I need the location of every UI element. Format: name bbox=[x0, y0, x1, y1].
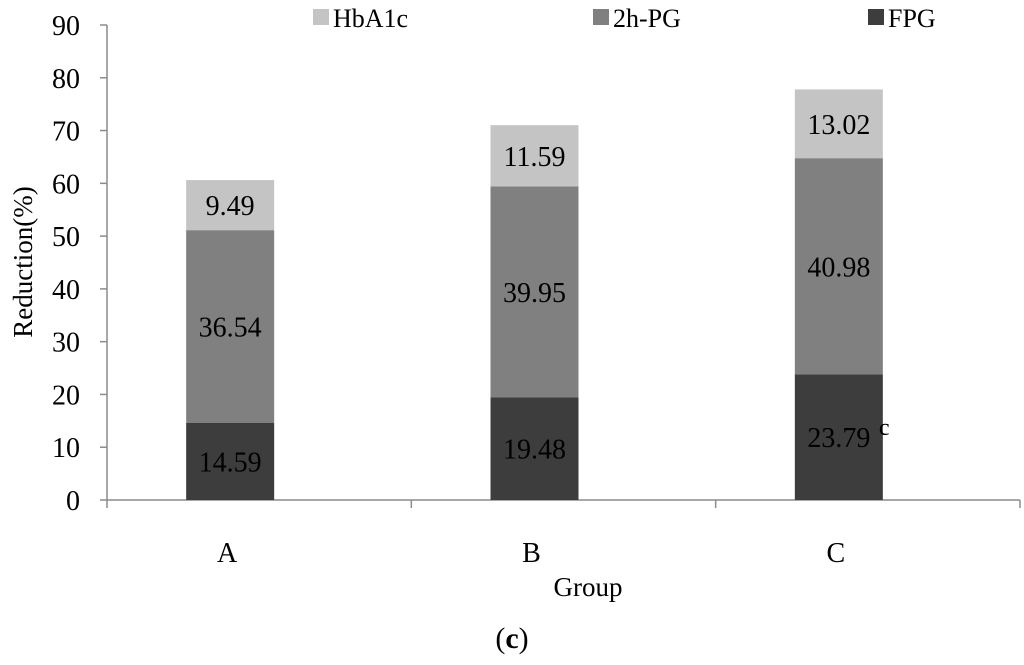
x-axis-label: Group bbox=[554, 572, 623, 602]
legend-label: 2h-PG bbox=[613, 4, 681, 33]
y-tick-label: 60 bbox=[52, 169, 80, 200]
data-label: 9.49 bbox=[206, 191, 255, 222]
y-tick-label: 30 bbox=[52, 328, 80, 359]
bar-segment bbox=[490, 186, 579, 398]
bar-segment bbox=[794, 374, 883, 500]
panel-label: (c) bbox=[495, 622, 529, 655]
legend-label: HbA1c bbox=[333, 4, 408, 33]
data-label: 11.59 bbox=[504, 142, 566, 173]
y-tick-label: 80 bbox=[52, 64, 80, 95]
bar-segment bbox=[186, 422, 275, 500]
legend-label: FPG bbox=[888, 4, 936, 33]
y-axis-label: Reduction(%) bbox=[8, 186, 38, 337]
x-tick-label: C bbox=[826, 538, 845, 569]
panel-letter: c bbox=[505, 622, 519, 655]
legend-swatch bbox=[868, 9, 884, 25]
y-tick-label: 20 bbox=[52, 380, 80, 411]
data-label: 19.48 bbox=[503, 435, 566, 466]
data-label: 13.02 bbox=[807, 110, 870, 141]
y-tick-label: 10 bbox=[52, 433, 80, 464]
stacked-bar-chart: 0 10 20 30 40 50 60 70 80 90 A B C 14.59 36.54 9.49 19… bbox=[8, 4, 1021, 602]
legend: HbA1c 2h-PG FPG bbox=[313, 4, 936, 33]
legend-swatch bbox=[313, 9, 329, 25]
bar-segment bbox=[490, 397, 579, 500]
x-axis: A B C bbox=[106, 499, 1021, 569]
x-tick-label: B bbox=[522, 538, 541, 569]
bar-segment bbox=[490, 125, 579, 187]
x-tick-label: A bbox=[217, 538, 238, 569]
bars: 14.59 36.54 9.49 19.48 39.95 11.59 23.79 40.98 1… bbox=[186, 89, 889, 500]
annotation: c bbox=[879, 415, 890, 441]
y-axis: 0 10 20 30 40 50 60 70 80 90 bbox=[52, 11, 108, 517]
y-tick-label: 50 bbox=[52, 222, 80, 253]
bar-segment bbox=[794, 158, 883, 375]
bar-segment bbox=[186, 180, 275, 231]
y-tick-label: 0 bbox=[66, 486, 80, 517]
data-label: 39.95 bbox=[503, 278, 566, 309]
y-tick-label: 70 bbox=[52, 117, 80, 148]
y-tick-label: 40 bbox=[52, 275, 80, 306]
bar-segment bbox=[794, 89, 883, 159]
data-label: 14.59 bbox=[199, 447, 262, 478]
legend-swatch bbox=[593, 9, 609, 25]
bar-segment bbox=[186, 230, 275, 423]
data-label: 23.79 bbox=[807, 423, 870, 454]
data-label: 40.98 bbox=[807, 252, 870, 283]
data-label: 36.54 bbox=[199, 313, 262, 344]
y-tick-label: 90 bbox=[52, 11, 80, 42]
